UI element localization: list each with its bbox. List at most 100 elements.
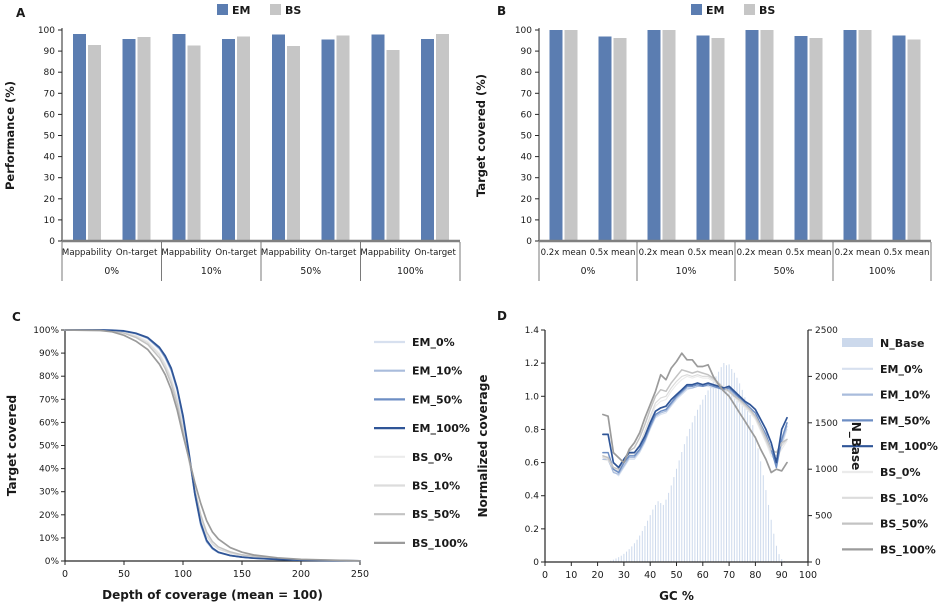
legend-label-BS_10%: BS_10% xyxy=(412,480,460,493)
y-tick-label: 0 xyxy=(49,237,55,247)
subcategory-label: Mappability xyxy=(360,248,410,258)
bar-EM xyxy=(696,35,710,242)
group-label: 0% xyxy=(104,266,119,277)
y-tick-label: 30 xyxy=(521,174,533,184)
y-tick-label: 0 xyxy=(526,237,532,247)
panel-b-target-covered: B EM BS 0 10 20 30 40 50 60 70 80 90 100 0.2x mean 0.5… xyxy=(471,0,943,300)
bar-EM xyxy=(222,39,236,241)
bar-EM xyxy=(172,34,186,241)
x-tick-label: 50 xyxy=(118,569,130,580)
bar-BS xyxy=(809,38,823,241)
x-axis-title: Depth of coverage (mean = 100) xyxy=(102,588,323,602)
series-line-EM_0% xyxy=(64,329,361,562)
legend-swatch-EM xyxy=(217,4,228,15)
y-axis-title: Normalized coverage xyxy=(476,375,490,518)
series-line-BS_100% xyxy=(602,352,788,474)
bar-BS xyxy=(286,46,300,241)
x-tick-label: 150 xyxy=(233,569,251,580)
y-tick-label: 50 xyxy=(44,132,56,142)
y-tick-label: 100 xyxy=(38,26,55,36)
subcategory-label: On-target xyxy=(315,248,357,258)
legend-label-EM: EM xyxy=(706,4,724,17)
panel-c-label: C xyxy=(12,310,21,324)
legend-swatch-EM xyxy=(691,4,702,15)
group-label: 10% xyxy=(676,266,697,277)
series-line-BS_0% xyxy=(64,329,361,562)
subcategory-label: On-target xyxy=(414,248,456,258)
legend-swatch-BS xyxy=(744,4,755,15)
bar-BS xyxy=(760,30,774,241)
y-tick-label: 90% xyxy=(39,349,59,359)
legend-label-EM_0%: EM_0% xyxy=(412,336,455,349)
y-tick-label: 40% xyxy=(39,465,59,475)
y-tick-label: 100 xyxy=(515,26,532,36)
y-tick-label: 0 xyxy=(533,558,539,568)
y-tick-label: 80 xyxy=(44,68,56,78)
subcategory-label: 0.2x mean xyxy=(737,248,783,258)
x-tick-label: 70 xyxy=(723,570,735,581)
subcategory-label: 0.2x mean xyxy=(835,248,881,258)
bar-BS xyxy=(336,35,350,242)
panel-c-depth-coverage: C 0% 10% 20% 30% 40% 50% 60% 70% 80% 90% 100% 0 50 10… xyxy=(0,300,471,609)
series-line-BS_50% xyxy=(64,329,361,562)
y-axis-title: Performance (%) xyxy=(3,81,17,190)
group-label: 10% xyxy=(201,266,222,277)
y-tick-label: 1.0 xyxy=(525,392,540,402)
bar-BS xyxy=(711,37,725,241)
legend-swatch-BS xyxy=(270,4,281,15)
y-tick-label: 20 xyxy=(521,195,533,205)
series-line-BS_10% xyxy=(64,329,361,562)
bar-EM xyxy=(421,39,435,241)
y-tick-label: 10% xyxy=(39,534,59,544)
bar-BS xyxy=(564,30,578,241)
y-tick-label: 20% xyxy=(39,511,59,521)
subcategory-label: 0.5x mean xyxy=(590,248,636,258)
bar-BS xyxy=(137,36,151,241)
bar-EM xyxy=(794,35,808,241)
gc-coverage-line-chart: 00.20.40.60.81.01.21.4050010001500200025… xyxy=(476,326,938,603)
y-tick-label: 90 xyxy=(44,47,56,57)
x-tick-label: 30 xyxy=(618,570,630,581)
y-tick-label: 70 xyxy=(521,89,533,99)
legend-label-EM_50%: EM_50% xyxy=(412,393,462,406)
y-tick-label: 90 xyxy=(521,47,533,57)
x-tick-label: 100 xyxy=(174,569,192,580)
x-tick-label: 0 xyxy=(542,570,548,581)
legend-label-EM_100%: EM_100% xyxy=(880,440,938,453)
subcategory-label: 0.2x mean xyxy=(541,248,587,258)
x-tick-label: 100 xyxy=(799,570,817,581)
panel-d-label: D xyxy=(497,309,507,323)
legend-label-EM_0%: EM_0% xyxy=(880,363,923,376)
panel-a-label: A xyxy=(16,6,26,20)
y2-tick-label: 2000 xyxy=(815,372,838,382)
y-tick-label: 70% xyxy=(39,395,59,405)
legend-label-EM_10%: EM_10% xyxy=(880,389,930,402)
x-tick-label: 200 xyxy=(292,569,310,580)
series-line-BS_0% xyxy=(602,375,788,474)
group-label: 50% xyxy=(774,266,795,277)
y-tick-label: 20 xyxy=(44,195,56,205)
bar-BS xyxy=(436,34,450,241)
x-tick-label: 60 xyxy=(697,570,709,581)
series-line-BS_50% xyxy=(602,369,788,470)
bar-BS xyxy=(187,45,201,241)
y-tick-label: 100% xyxy=(33,326,59,336)
legend-label-BS_100%: BS_100% xyxy=(412,537,468,550)
y-tick-label: 1.2 xyxy=(525,359,539,369)
x-tick-label: 0 xyxy=(62,569,68,580)
y-tick-label: 40 xyxy=(44,153,56,163)
y2-tick-label: 1500 xyxy=(815,419,838,429)
y-tick-label: 60 xyxy=(44,110,56,120)
x-tick-label: 80 xyxy=(749,570,761,581)
y-tick-label: 10 xyxy=(521,216,533,226)
y-tick-label: 10 xyxy=(44,216,56,226)
panel-d-gc-coverage: D 0 0.2 0.4 0.6 0.8 1.0 1.2 1.4 0 500 1000 1500 2000… xyxy=(471,300,943,609)
legend-label-N_Base: N_Base xyxy=(880,337,925,350)
legend-label-BS_50%: BS_50% xyxy=(412,508,460,521)
x-tick-label: 250 xyxy=(351,569,369,580)
subcategory-label: 0.2x mean xyxy=(639,248,685,258)
bar-EM xyxy=(647,30,661,241)
bar-BS xyxy=(858,30,872,241)
x-axis-title: GC % xyxy=(659,589,694,603)
y-axis-title: Target covered xyxy=(5,395,19,496)
